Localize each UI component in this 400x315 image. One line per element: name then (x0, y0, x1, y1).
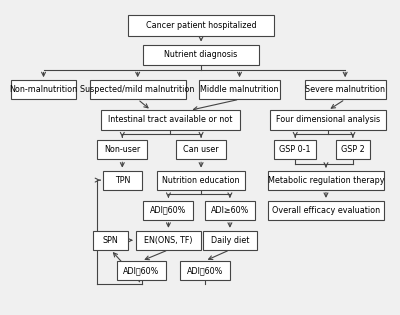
Text: Overall efficacy evaluation: Overall efficacy evaluation (272, 206, 380, 215)
FancyBboxPatch shape (203, 231, 257, 250)
Text: Severe malnutrition: Severe malnutrition (305, 85, 385, 94)
Text: Nutrient diagnosis: Nutrient diagnosis (164, 50, 238, 60)
Text: Can user: Can user (183, 145, 219, 154)
FancyBboxPatch shape (136, 231, 201, 250)
FancyBboxPatch shape (274, 140, 316, 159)
Text: ADI＜60%: ADI＜60% (123, 266, 160, 275)
Text: Nutrition education: Nutrition education (162, 175, 240, 185)
FancyBboxPatch shape (144, 44, 259, 65)
Text: ADI≥60%: ADI≥60% (211, 206, 249, 215)
Text: GSP 0-1: GSP 0-1 (280, 145, 311, 154)
FancyBboxPatch shape (268, 201, 384, 220)
FancyBboxPatch shape (94, 231, 128, 250)
Text: Four dimensional analysis: Four dimensional analysis (276, 116, 380, 124)
Text: Non-user: Non-user (104, 145, 140, 154)
Text: Suspected/mild malnutrition: Suspected/mild malnutrition (80, 85, 195, 94)
Text: Non-malnutrition: Non-malnutrition (10, 85, 78, 94)
FancyBboxPatch shape (11, 80, 76, 99)
FancyBboxPatch shape (103, 170, 142, 190)
FancyBboxPatch shape (336, 140, 370, 159)
FancyBboxPatch shape (128, 15, 274, 36)
FancyBboxPatch shape (205, 201, 255, 220)
Text: ADI＞60%: ADI＞60% (187, 266, 223, 275)
FancyBboxPatch shape (268, 170, 384, 190)
Text: EN(ONS, TF): EN(ONS, TF) (144, 236, 193, 245)
FancyBboxPatch shape (305, 80, 386, 99)
Text: Middle malnutrition: Middle malnutrition (200, 85, 279, 94)
Text: ADI＜60%: ADI＜60% (150, 206, 187, 215)
FancyBboxPatch shape (176, 140, 226, 159)
FancyBboxPatch shape (157, 170, 245, 190)
Text: Daily diet: Daily diet (211, 236, 249, 245)
FancyBboxPatch shape (90, 80, 186, 99)
Text: GSP 2: GSP 2 (341, 145, 365, 154)
FancyBboxPatch shape (199, 80, 280, 99)
Text: Cancer patient hospitalized: Cancer patient hospitalized (146, 21, 256, 30)
Text: Metabolic regulation therapy: Metabolic regulation therapy (268, 175, 384, 185)
Text: SPN: SPN (103, 236, 119, 245)
Text: Intestinal tract available or not: Intestinal tract available or not (108, 116, 232, 124)
FancyBboxPatch shape (180, 261, 230, 280)
Text: TPN: TPN (115, 175, 130, 185)
FancyBboxPatch shape (144, 201, 193, 220)
FancyBboxPatch shape (97, 140, 147, 159)
FancyBboxPatch shape (270, 110, 386, 129)
FancyBboxPatch shape (116, 261, 166, 280)
FancyBboxPatch shape (101, 110, 240, 129)
